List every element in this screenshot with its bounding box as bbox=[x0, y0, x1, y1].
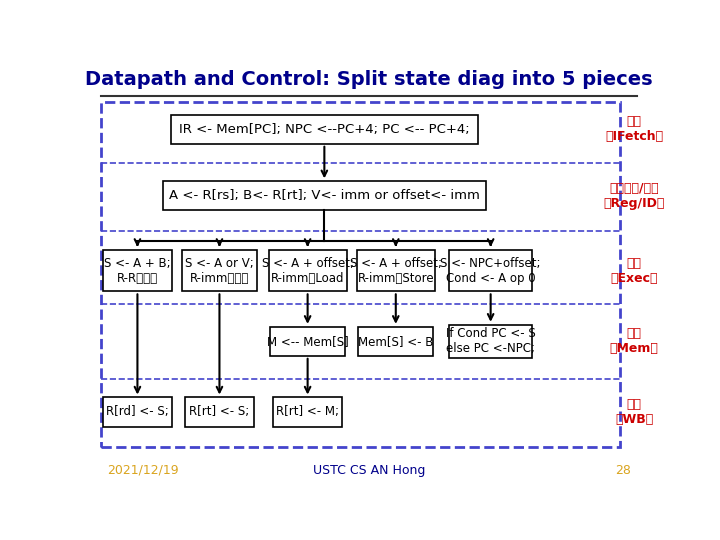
FancyBboxPatch shape bbox=[102, 397, 172, 427]
Text: 28: 28 bbox=[616, 464, 631, 477]
Text: 取指
（IFetch）: 取指 （IFetch） bbox=[605, 115, 663, 143]
Text: S <- A or V;
R-imm型运算: S <- A or V; R-imm型运算 bbox=[185, 256, 254, 285]
Text: USTC CS AN Hong: USTC CS AN Hong bbox=[312, 464, 426, 477]
Text: S <- A + B;
R-R型运算: S <- A + B; R-R型运算 bbox=[104, 256, 171, 285]
FancyBboxPatch shape bbox=[356, 250, 435, 292]
Text: 访存
（Mem）: 访存 （Mem） bbox=[610, 327, 659, 355]
FancyBboxPatch shape bbox=[269, 250, 347, 292]
Text: 执行
（Exec）: 执行 （Exec） bbox=[611, 256, 658, 285]
FancyBboxPatch shape bbox=[184, 397, 254, 427]
Text: 读寄存器/译码
（Reg/ID）: 读寄存器/译码 （Reg/ID） bbox=[603, 182, 665, 210]
FancyBboxPatch shape bbox=[102, 250, 172, 292]
FancyBboxPatch shape bbox=[273, 397, 343, 427]
Text: S <- A + offset;
R-imm型Store: S <- A + offset; R-imm型Store bbox=[350, 256, 442, 285]
FancyBboxPatch shape bbox=[358, 327, 433, 356]
Text: 写回
（WB）: 写回 （WB） bbox=[615, 398, 653, 426]
Text: Mem[S] <- B: Mem[S] <- B bbox=[358, 335, 433, 348]
FancyBboxPatch shape bbox=[171, 114, 478, 144]
FancyBboxPatch shape bbox=[181, 250, 257, 292]
Text: S <- A + offset;
R-imm型Load: S <- A + offset; R-imm型Load bbox=[261, 256, 354, 285]
Text: R[rd] <- S;: R[rd] <- S; bbox=[106, 406, 168, 419]
Text: R[rt] <- M;: R[rt] <- M; bbox=[276, 406, 339, 419]
Text: S <- NPC+offset;
Cond <- A op 0: S <- NPC+offset; Cond <- A op 0 bbox=[441, 256, 541, 285]
Text: Datapath and Control: Split state diag into 5 pieces: Datapath and Control: Split state diag i… bbox=[85, 70, 653, 89]
Text: IR <- Mem[PC]; NPC <--PC+4; PC <-- PC+4;: IR <- Mem[PC]; NPC <--PC+4; PC <-- PC+4; bbox=[179, 123, 469, 136]
FancyBboxPatch shape bbox=[270, 327, 346, 356]
Text: If Cond PC <- S
else PC <-NPC;: If Cond PC <- S else PC <-NPC; bbox=[446, 327, 536, 355]
Text: M <-- Mem[S]: M <-- Mem[S] bbox=[266, 335, 348, 348]
FancyBboxPatch shape bbox=[449, 250, 532, 292]
FancyBboxPatch shape bbox=[163, 181, 486, 210]
FancyBboxPatch shape bbox=[449, 325, 532, 358]
Text: 2021/12/19: 2021/12/19 bbox=[107, 464, 179, 477]
Text: A <- R[rs]; B<- R[rt]; V<- imm or offset<- imm: A <- R[rs]; B<- R[rt]; V<- imm or offset… bbox=[169, 190, 480, 202]
Text: R[rt] <- S;: R[rt] <- S; bbox=[189, 406, 250, 419]
